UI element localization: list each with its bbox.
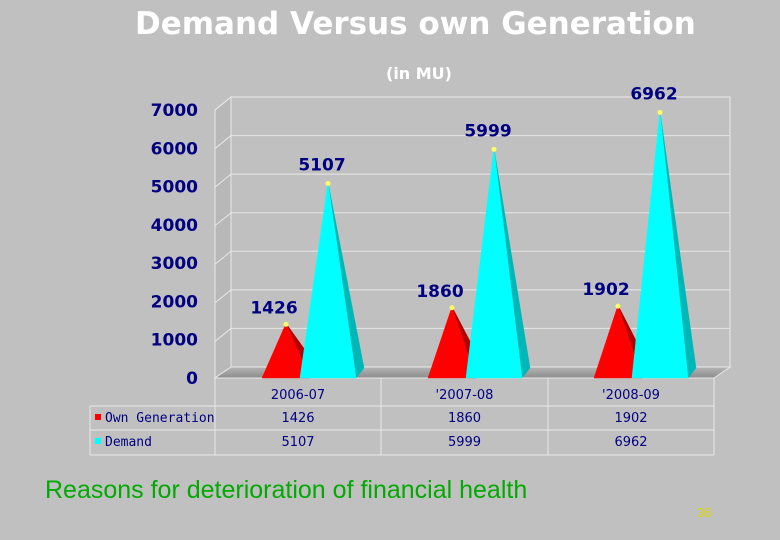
y-tick-label: 3000 xyxy=(151,254,198,274)
data-label: 5999 xyxy=(464,121,511,141)
y-tick-label: 4000 xyxy=(151,216,198,236)
gridline-side xyxy=(214,96,232,111)
gridline-side xyxy=(214,328,232,342)
table-cell: 1426 xyxy=(281,411,314,426)
bar-demand xyxy=(631,111,689,379)
data-label: 1860 xyxy=(416,282,463,302)
table-cell: 6962 xyxy=(614,435,647,450)
table-category-header: '2008-09 xyxy=(602,388,660,403)
table-cell: 5999 xyxy=(448,435,481,450)
y-tick-label: 7000 xyxy=(151,101,198,121)
bar-own-generation xyxy=(427,306,477,379)
table-cell: 1902 xyxy=(614,411,647,426)
gridline-side xyxy=(214,135,232,149)
series-bars xyxy=(261,109,697,379)
bar-demand xyxy=(299,182,357,379)
chart-title: Demand Versus own Generation xyxy=(135,6,696,42)
plot-side-wall xyxy=(214,95,232,379)
table-cell: 1860 xyxy=(448,411,481,426)
data-label: 1426 xyxy=(250,298,297,318)
bar-apex xyxy=(283,321,289,327)
data-table: 2006-07 '2007-08 '2008-09 Own Generation 142… xyxy=(89,378,715,456)
legend-label: Own Generation xyxy=(105,411,215,426)
y-axis: 0 1000 2000 3000 4000 5000 6000 7000 xyxy=(151,101,198,389)
bar-apex xyxy=(657,109,663,115)
y-tick-label: 0 xyxy=(186,369,198,389)
page-number: 36 xyxy=(697,505,712,520)
bar-own-generation xyxy=(261,322,311,379)
bar-apex xyxy=(615,303,621,309)
data-labels: 1426 1860 1902 5107 5999 6962 xyxy=(250,84,677,318)
legend-label: Demand xyxy=(105,435,152,450)
footer-caption: Reasons for deterioration of financial h… xyxy=(45,476,528,504)
y-tick-label: 6000 xyxy=(151,139,198,159)
data-label: 6962 xyxy=(630,84,677,104)
legend-swatch xyxy=(95,438,101,444)
legend-swatch xyxy=(95,414,101,420)
table-cell: 5107 xyxy=(281,435,314,450)
table-category-header: '2007-08 xyxy=(436,388,494,403)
bar-apex xyxy=(491,146,497,152)
gridline-side xyxy=(214,289,232,304)
data-label: 1902 xyxy=(582,280,629,300)
bar-apex xyxy=(449,305,455,311)
bar-own-generation xyxy=(593,304,643,379)
bar-demand xyxy=(465,148,523,379)
gridline-side xyxy=(214,250,232,265)
gridline-side xyxy=(214,212,232,227)
y-tick-label: 1000 xyxy=(151,331,198,351)
table-category-header: 2006-07 xyxy=(271,388,325,403)
data-label: 5107 xyxy=(298,155,345,175)
chart-subtitle: (in MU) xyxy=(386,64,452,83)
bar-apex xyxy=(325,180,331,186)
y-tick-label: 2000 xyxy=(151,292,198,312)
gridline-side xyxy=(214,173,232,188)
y-tick-label: 5000 xyxy=(151,178,198,198)
